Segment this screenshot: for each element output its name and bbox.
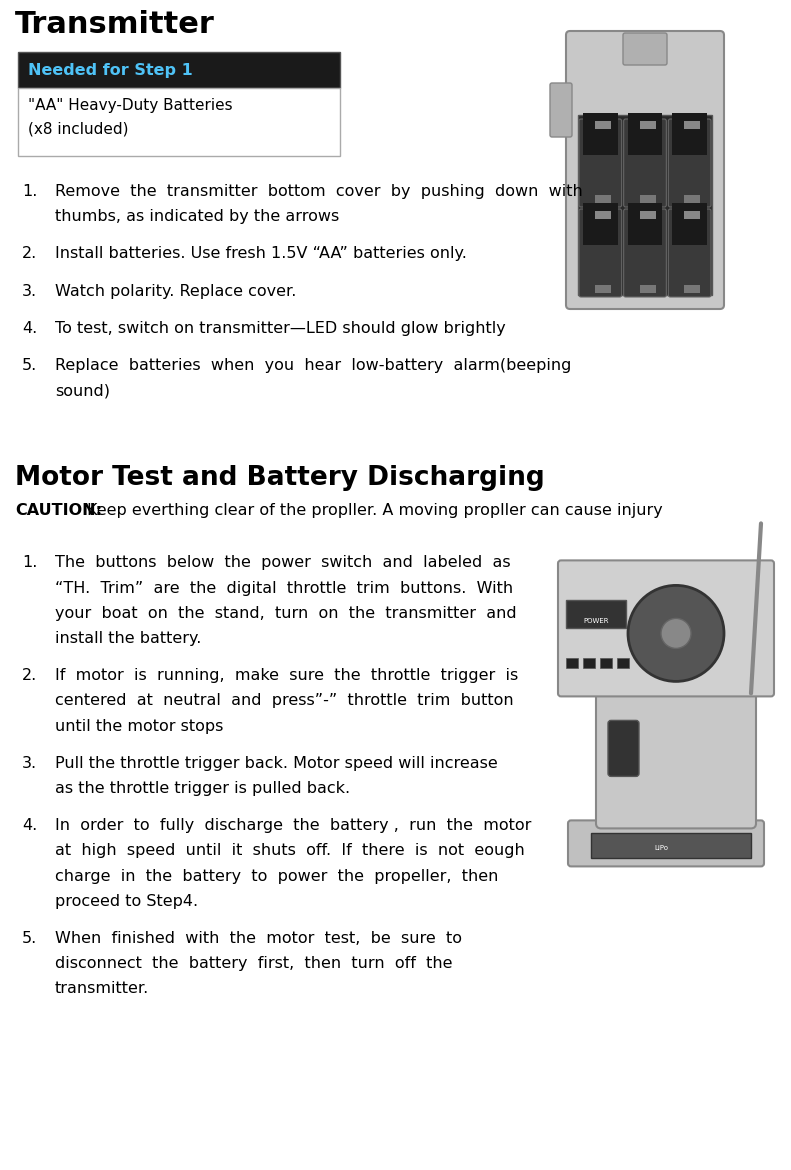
- Text: POWER: POWER: [583, 619, 609, 625]
- Bar: [640, 211, 656, 219]
- Text: Install batteries. Use fresh 1.5V “AA” batteries only.: Install batteries. Use fresh 1.5V “AA” b…: [55, 247, 467, 261]
- Text: your  boat  on  the  stand,  turn  on  the  transmitter  and: your boat on the stand, turn on the tran…: [55, 606, 517, 621]
- Bar: [628, 112, 662, 154]
- Text: 4.: 4.: [22, 818, 37, 833]
- Text: as the throttle trigger is pulled back.: as the throttle trigger is pulled back.: [55, 782, 350, 796]
- Text: When  finished  with  the  motor  test,  be  sure  to: When finished with the motor test, be su…: [55, 931, 462, 947]
- Text: (x8 included): (x8 included): [28, 121, 128, 136]
- Bar: [578, 115, 712, 295]
- Text: proceed to Step4.: proceed to Step4.: [55, 894, 198, 909]
- Text: 3.: 3.: [22, 756, 37, 771]
- Bar: [640, 195, 656, 204]
- Bar: [672, 112, 707, 154]
- Text: Keep everthing clear of the propller. A moving propller can cause injury: Keep everthing clear of the propller. A …: [87, 503, 663, 518]
- Text: CAUTION:: CAUTION:: [15, 503, 102, 518]
- Text: 2.: 2.: [22, 668, 37, 683]
- Bar: [684, 285, 700, 292]
- Bar: [566, 600, 626, 628]
- Bar: [640, 121, 656, 129]
- Text: Watch polarity. Replace cover.: Watch polarity. Replace cover.: [55, 283, 297, 298]
- Bar: [600, 659, 612, 668]
- FancyBboxPatch shape: [568, 820, 764, 867]
- FancyBboxPatch shape: [668, 209, 711, 297]
- Bar: [617, 659, 629, 668]
- FancyBboxPatch shape: [579, 209, 622, 297]
- Text: until the motor stops: until the motor stops: [55, 718, 223, 734]
- Bar: [684, 121, 700, 129]
- Bar: [18, 88, 340, 156]
- Bar: [18, 51, 340, 88]
- Text: at  high  speed  until  it  shuts  off.  If  there  is  not  eough: at high speed until it shuts off. If the…: [55, 844, 524, 859]
- Text: disconnect  the  battery  first,  then  turn  off  the: disconnect the battery first, then turn …: [55, 956, 452, 971]
- Bar: [566, 659, 578, 668]
- FancyBboxPatch shape: [623, 209, 666, 297]
- Text: thumbs, as indicated by the arrows: thumbs, as indicated by the arrows: [55, 209, 339, 225]
- Text: "AA" Heavy-Duty Batteries: "AA" Heavy-Duty Batteries: [28, 98, 233, 113]
- Text: centered  at  neutral  and  press”-”  throttle  trim  button: centered at neutral and press”-” throttl…: [55, 694, 513, 708]
- Bar: [640, 285, 656, 292]
- Text: Remove  the  transmitter  bottom  cover  by  pushing  down  with: Remove the transmitter bottom cover by p…: [55, 184, 583, 199]
- Text: LiPo: LiPo: [654, 846, 668, 852]
- Text: 1.: 1.: [22, 184, 37, 199]
- Bar: [628, 202, 662, 245]
- Circle shape: [628, 585, 724, 681]
- Text: 1.: 1.: [22, 556, 37, 571]
- Bar: [672, 202, 707, 245]
- Text: Replace  batteries  when  you  hear  low-battery  alarm(beeping: Replace batteries when you hear low-batt…: [55, 358, 571, 373]
- Bar: [583, 112, 618, 154]
- Text: Pull the throttle trigger back. Motor speed will increase: Pull the throttle trigger back. Motor sp…: [55, 756, 498, 771]
- Text: 4.: 4.: [22, 321, 37, 336]
- Text: To test, switch on transmitter—LED should glow brightly: To test, switch on transmitter—LED shoul…: [55, 321, 505, 336]
- Text: install the battery.: install the battery.: [55, 631, 202, 646]
- FancyBboxPatch shape: [668, 119, 711, 207]
- FancyBboxPatch shape: [550, 83, 572, 137]
- FancyBboxPatch shape: [623, 119, 666, 207]
- Text: 5.: 5.: [22, 358, 37, 373]
- Text: Motor Test and Battery Discharging: Motor Test and Battery Discharging: [15, 466, 545, 491]
- Bar: [595, 121, 611, 129]
- Bar: [684, 195, 700, 204]
- FancyBboxPatch shape: [596, 608, 756, 828]
- Text: “TH.  Trim”  are  the  digital  throttle  trim  buttons.  With: “TH. Trim” are the digital throttle trim…: [55, 580, 513, 596]
- Circle shape: [661, 619, 691, 648]
- Text: In  order  to  fully  discharge  the  battery ,  run  the  motor: In order to fully discharge the battery …: [55, 818, 532, 833]
- Bar: [583, 659, 595, 668]
- Text: The  buttons  below  the  power  switch  and  labeled  as: The buttons below the power switch and l…: [55, 556, 511, 571]
- Bar: [595, 195, 611, 204]
- Text: transmitter.: transmitter.: [55, 982, 149, 997]
- Text: Needed for Step 1: Needed for Step 1: [28, 63, 193, 78]
- Text: sound): sound): [55, 384, 110, 398]
- Text: charge  in  the  battery  to  power  the  propeller,  then: charge in the battery to power the prope…: [55, 868, 498, 883]
- Text: 3.: 3.: [22, 283, 37, 298]
- Bar: [595, 211, 611, 219]
- FancyBboxPatch shape: [579, 119, 622, 207]
- Bar: [591, 833, 751, 859]
- Bar: [583, 202, 618, 245]
- Text: 2.: 2.: [22, 247, 37, 261]
- Text: 5.: 5.: [22, 931, 37, 947]
- Text: Transmitter: Transmitter: [15, 11, 215, 39]
- Bar: [684, 211, 700, 219]
- Text: If  motor  is  running,  make  sure  the  throttle  trigger  is: If motor is running, make sure the throt…: [55, 668, 518, 683]
- FancyBboxPatch shape: [558, 560, 774, 696]
- FancyBboxPatch shape: [623, 33, 667, 66]
- FancyBboxPatch shape: [566, 30, 724, 309]
- Bar: [595, 285, 611, 292]
- FancyBboxPatch shape: [608, 721, 639, 777]
